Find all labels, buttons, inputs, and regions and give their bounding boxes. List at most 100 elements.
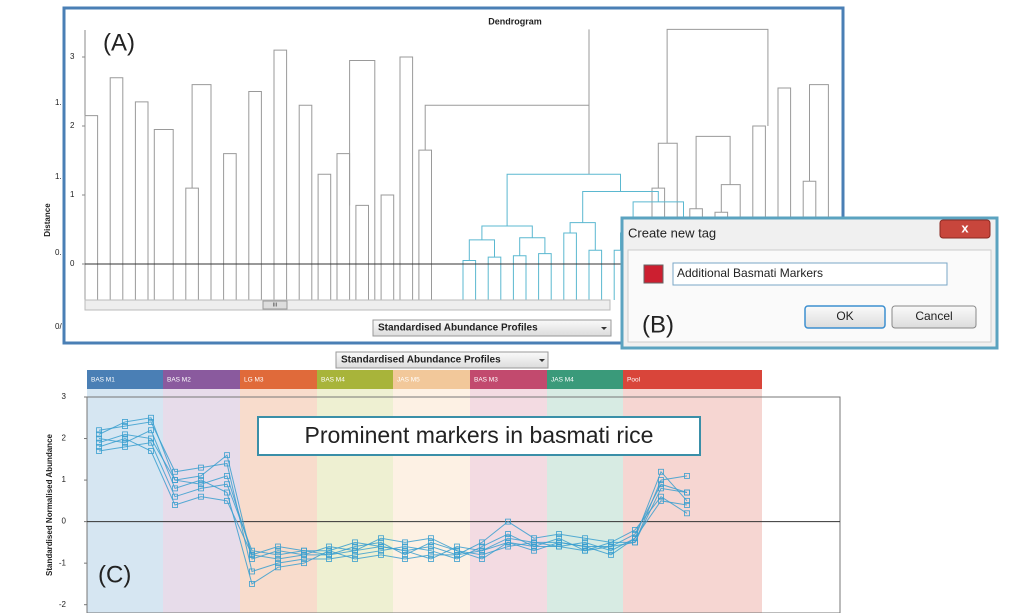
profile-point [556,543,562,550]
profile-point [96,431,102,438]
group-name: Pool [627,377,641,384]
profile-point [479,539,485,546]
dropdown[interactable] [372,319,612,337]
dropdown-text: Standardised Abundance Profiles [341,355,501,366]
profile-point [96,435,102,442]
profile-point [122,423,128,429]
annotation: Prominent markers in basmati rice [305,422,654,448]
profile-point [582,535,588,542]
close-button[interactable] [939,219,991,239]
group-name: JAS M4 [551,377,574,384]
profile-point [402,547,408,554]
dendrogram-link [809,84,829,300]
profile-point [249,556,255,562]
profile-point [454,556,460,562]
group-name: LG M3 [244,377,264,384]
profile-point [249,551,255,558]
profile-point [505,539,511,546]
profile-point [608,547,614,554]
profile-point [378,535,384,542]
profile-point [96,443,102,450]
profile-point [608,539,614,546]
group-header [547,370,623,389]
y-tick-label: -1 [59,558,67,567]
dendrogram-link [191,84,212,300]
profile-point [428,547,434,554]
profile-point [172,485,178,492]
ok-button[interactable] [804,305,886,329]
profile-point [479,556,485,562]
group-header [623,370,762,389]
profile-point [122,431,128,438]
cancel-button[interactable] [891,305,977,329]
profile-point [275,543,281,550]
profile-point [531,535,537,542]
y-axis-label: Standardised Normalised Abundance [45,433,54,576]
profile-point [122,443,128,450]
profile-point [326,543,332,550]
profile-point [505,543,511,550]
profile-point [658,493,664,500]
profile-point [352,547,358,554]
profile-point [505,518,511,525]
profile-point [148,439,154,446]
panel-label: (B) [642,311,674,338]
profile-point [148,419,154,425]
dendrogram-panel: Dendrogram (A) Distance III Standardised… [43,6,845,345]
profile-point [148,414,154,421]
dendrogram-link [349,59,376,300]
y-tick-label: 2 [62,434,67,443]
profile-point [172,493,178,500]
profile-point [96,427,102,434]
ok-text: OK [836,309,853,323]
dendrogram-link [153,128,174,300]
profile-point [428,543,434,550]
scrollbar[interactable] [84,299,611,311]
dendrogram-link [424,104,590,175]
profile-point [684,497,690,504]
profile-point [608,551,614,558]
scroll-thumb[interactable] [262,300,288,310]
profile-point [96,448,102,454]
tag-input-text: Additional Basmati Markers [677,266,823,280]
y-tick-label: 2 [70,121,75,130]
dendrogram-link [399,56,414,300]
group-header [393,370,470,389]
profile-point [479,543,485,550]
profile-point [658,477,664,483]
y-tick-label: 1 [62,475,67,484]
profile-point [632,535,638,542]
profile-point [148,427,154,434]
dendrogram-link [298,104,313,300]
profile-point [275,547,281,554]
profile-point [531,547,537,554]
profile-point [402,543,408,550]
profile-point [352,551,358,558]
profile-line [98,429,688,585]
profile-point [608,543,614,550]
tag-input[interactable] [672,262,948,286]
profile-point [582,543,588,550]
profile-point [658,497,664,504]
profile-point [224,489,230,496]
profile-point [428,556,434,562]
profile-point [301,551,307,558]
profile-point [96,439,102,446]
clipped-label: 0/ [55,322,62,331]
dropdown[interactable] [335,351,549,369]
color-swatch[interactable] [643,264,664,284]
dendrogram-link [134,101,149,300]
y-tick-label: -2 [59,600,67,609]
profile-point [479,551,485,558]
profile-point [378,539,384,546]
dendrogram-link [695,135,731,209]
profile-point [658,481,664,488]
profile-point [275,551,281,558]
profile-point [148,448,154,454]
profile-point [505,531,511,537]
y-tick-label: 0 [70,259,75,268]
profile-point [402,539,408,546]
group-header [87,370,163,389]
group-background [163,389,240,613]
